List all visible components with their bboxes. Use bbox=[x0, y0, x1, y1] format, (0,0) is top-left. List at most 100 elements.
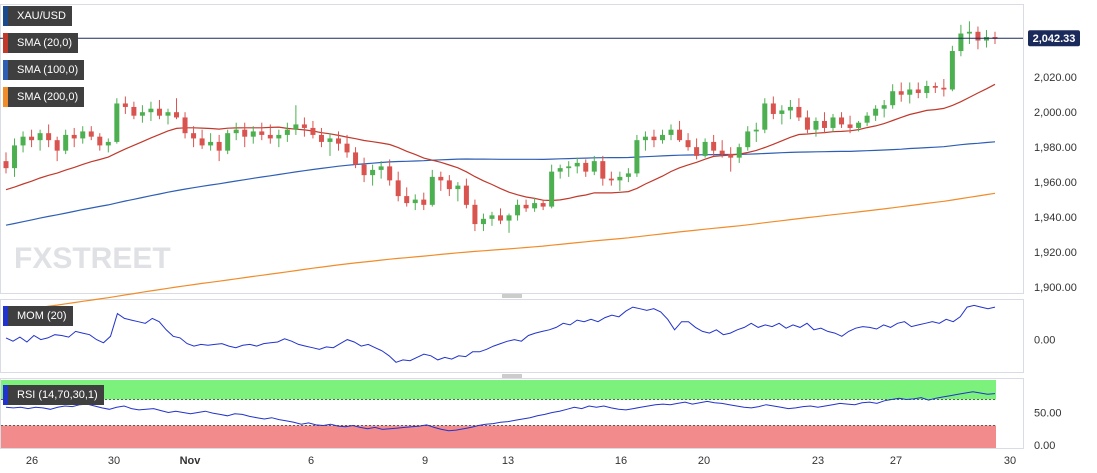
candle-body bbox=[267, 134, 273, 139]
candle-body bbox=[711, 141, 717, 151]
candle-body bbox=[702, 141, 708, 156]
candle-body bbox=[839, 117, 845, 125]
candle-body bbox=[813, 120, 819, 130]
mom-label[interactable]: MOM (20) bbox=[3, 306, 73, 326]
x-tick-label: 16 bbox=[615, 455, 627, 467]
candle-body bbox=[898, 91, 904, 95]
candle-body bbox=[463, 185, 469, 205]
candle-body bbox=[404, 196, 410, 204]
legend-sma200-text: SMA (200,0) bbox=[17, 91, 79, 103]
candle-body bbox=[779, 110, 785, 114]
candle-body bbox=[174, 112, 180, 118]
candle-body bbox=[20, 136, 26, 146]
rsi-label[interactable]: RSI (14,70,30,1) bbox=[3, 385, 104, 405]
legend-sma100-text: SMA (100,0) bbox=[17, 64, 79, 76]
candle-body bbox=[745, 131, 751, 148]
candle-body bbox=[310, 127, 316, 135]
last-price-badge bbox=[1028, 30, 1080, 47]
legend-sma200[interactable]: SMA (200,0) bbox=[3, 87, 85, 107]
candle-body bbox=[114, 103, 120, 142]
last-price-badge-text: 2,042.33 bbox=[1033, 33, 1076, 45]
candle-body bbox=[233, 129, 239, 134]
candle-body bbox=[625, 173, 631, 177]
candle-body bbox=[63, 134, 69, 151]
rsi-label-text: RSI (14,70,30,1) bbox=[17, 389, 98, 401]
candle-body bbox=[12, 145, 18, 169]
price-tick-label: 2,000.00 bbox=[1034, 107, 1077, 119]
candle-body bbox=[208, 141, 214, 146]
legend-sma20[interactable]: SMA (20,0) bbox=[3, 33, 79, 53]
candle-body bbox=[830, 117, 836, 128]
candle-body bbox=[293, 124, 299, 130]
candle-body bbox=[242, 129, 248, 137]
x-tick-label: 27 bbox=[890, 455, 902, 467]
candle-body bbox=[924, 85, 930, 93]
x-tick-label: 23 bbox=[812, 455, 824, 467]
candle-body bbox=[489, 215, 495, 219]
candle-body bbox=[847, 124, 853, 128]
x-tick-label: Nov bbox=[180, 455, 202, 467]
candle-body bbox=[276, 134, 282, 139]
x-tick-label: 30 bbox=[1004, 455, 1016, 467]
rsi-tick-label: 0.00 bbox=[1034, 440, 1055, 452]
candle-body bbox=[455, 185, 461, 190]
candle-body bbox=[949, 51, 955, 90]
candle-body bbox=[549, 171, 555, 207]
candle-body bbox=[532, 203, 538, 209]
candle-body bbox=[259, 131, 265, 135]
candle-body bbox=[694, 147, 700, 156]
fxstreet-watermark-logo: FXSTREET bbox=[14, 242, 171, 275]
candle-body bbox=[336, 138, 342, 144]
candle-body bbox=[873, 108, 879, 116]
candle-body bbox=[566, 166, 572, 169]
candle-body bbox=[932, 85, 938, 88]
symbol-label-text: XAU/USD bbox=[17, 10, 66, 22]
candle-body bbox=[105, 141, 111, 146]
candle-body bbox=[762, 103, 768, 130]
candle-body bbox=[216, 141, 222, 151]
mom-swatch bbox=[3, 306, 8, 326]
x-tick-label: 6 bbox=[308, 455, 314, 467]
candle-body bbox=[651, 136, 657, 141]
candle-body bbox=[97, 136, 103, 146]
candle-body bbox=[515, 204, 521, 216]
candle-body bbox=[907, 89, 913, 95]
candle-body bbox=[796, 106, 802, 118]
candle-body bbox=[165, 112, 171, 116]
candle-body bbox=[370, 169, 376, 176]
sma100-swatch bbox=[3, 60, 8, 80]
sma20-line bbox=[5, 83, 996, 202]
symbol-label[interactable]: XAU/USD bbox=[3, 6, 72, 26]
candle-body bbox=[523, 204, 529, 209]
candle-body bbox=[915, 89, 921, 93]
sma100-line bbox=[5, 141, 996, 226]
candle-body bbox=[438, 176, 444, 181]
legend-sma100[interactable]: SMA (100,0) bbox=[3, 60, 85, 80]
candle-body bbox=[301, 124, 307, 128]
candle-body bbox=[787, 106, 793, 111]
rsi-line bbox=[5, 391, 996, 432]
candle-body bbox=[191, 133, 197, 139]
rsi-overbought-band bbox=[1, 380, 996, 400]
candle-body bbox=[642, 136, 648, 141]
candle-body bbox=[574, 162, 580, 167]
candle-body bbox=[54, 140, 60, 151]
price-tick-label: 1,980.00 bbox=[1034, 142, 1077, 154]
candle-body bbox=[199, 138, 205, 146]
candle-body bbox=[719, 150, 725, 155]
candle-body bbox=[498, 215, 503, 221]
candle-body bbox=[804, 117, 810, 130]
candle-body bbox=[148, 108, 154, 113]
rsi-swatch bbox=[3, 385, 8, 405]
candle-body bbox=[557, 168, 563, 172]
candle-body bbox=[480, 218, 486, 225]
candle-body bbox=[472, 204, 478, 225]
candle-body bbox=[395, 180, 401, 197]
candle-body bbox=[890, 91, 896, 106]
candle-body bbox=[225, 133, 231, 151]
candle-body bbox=[591, 161, 597, 172]
x-tick-label: 20 bbox=[698, 455, 710, 467]
sma200-swatch bbox=[3, 87, 8, 107]
price-tick-label: 1,900.00 bbox=[1034, 282, 1077, 294]
